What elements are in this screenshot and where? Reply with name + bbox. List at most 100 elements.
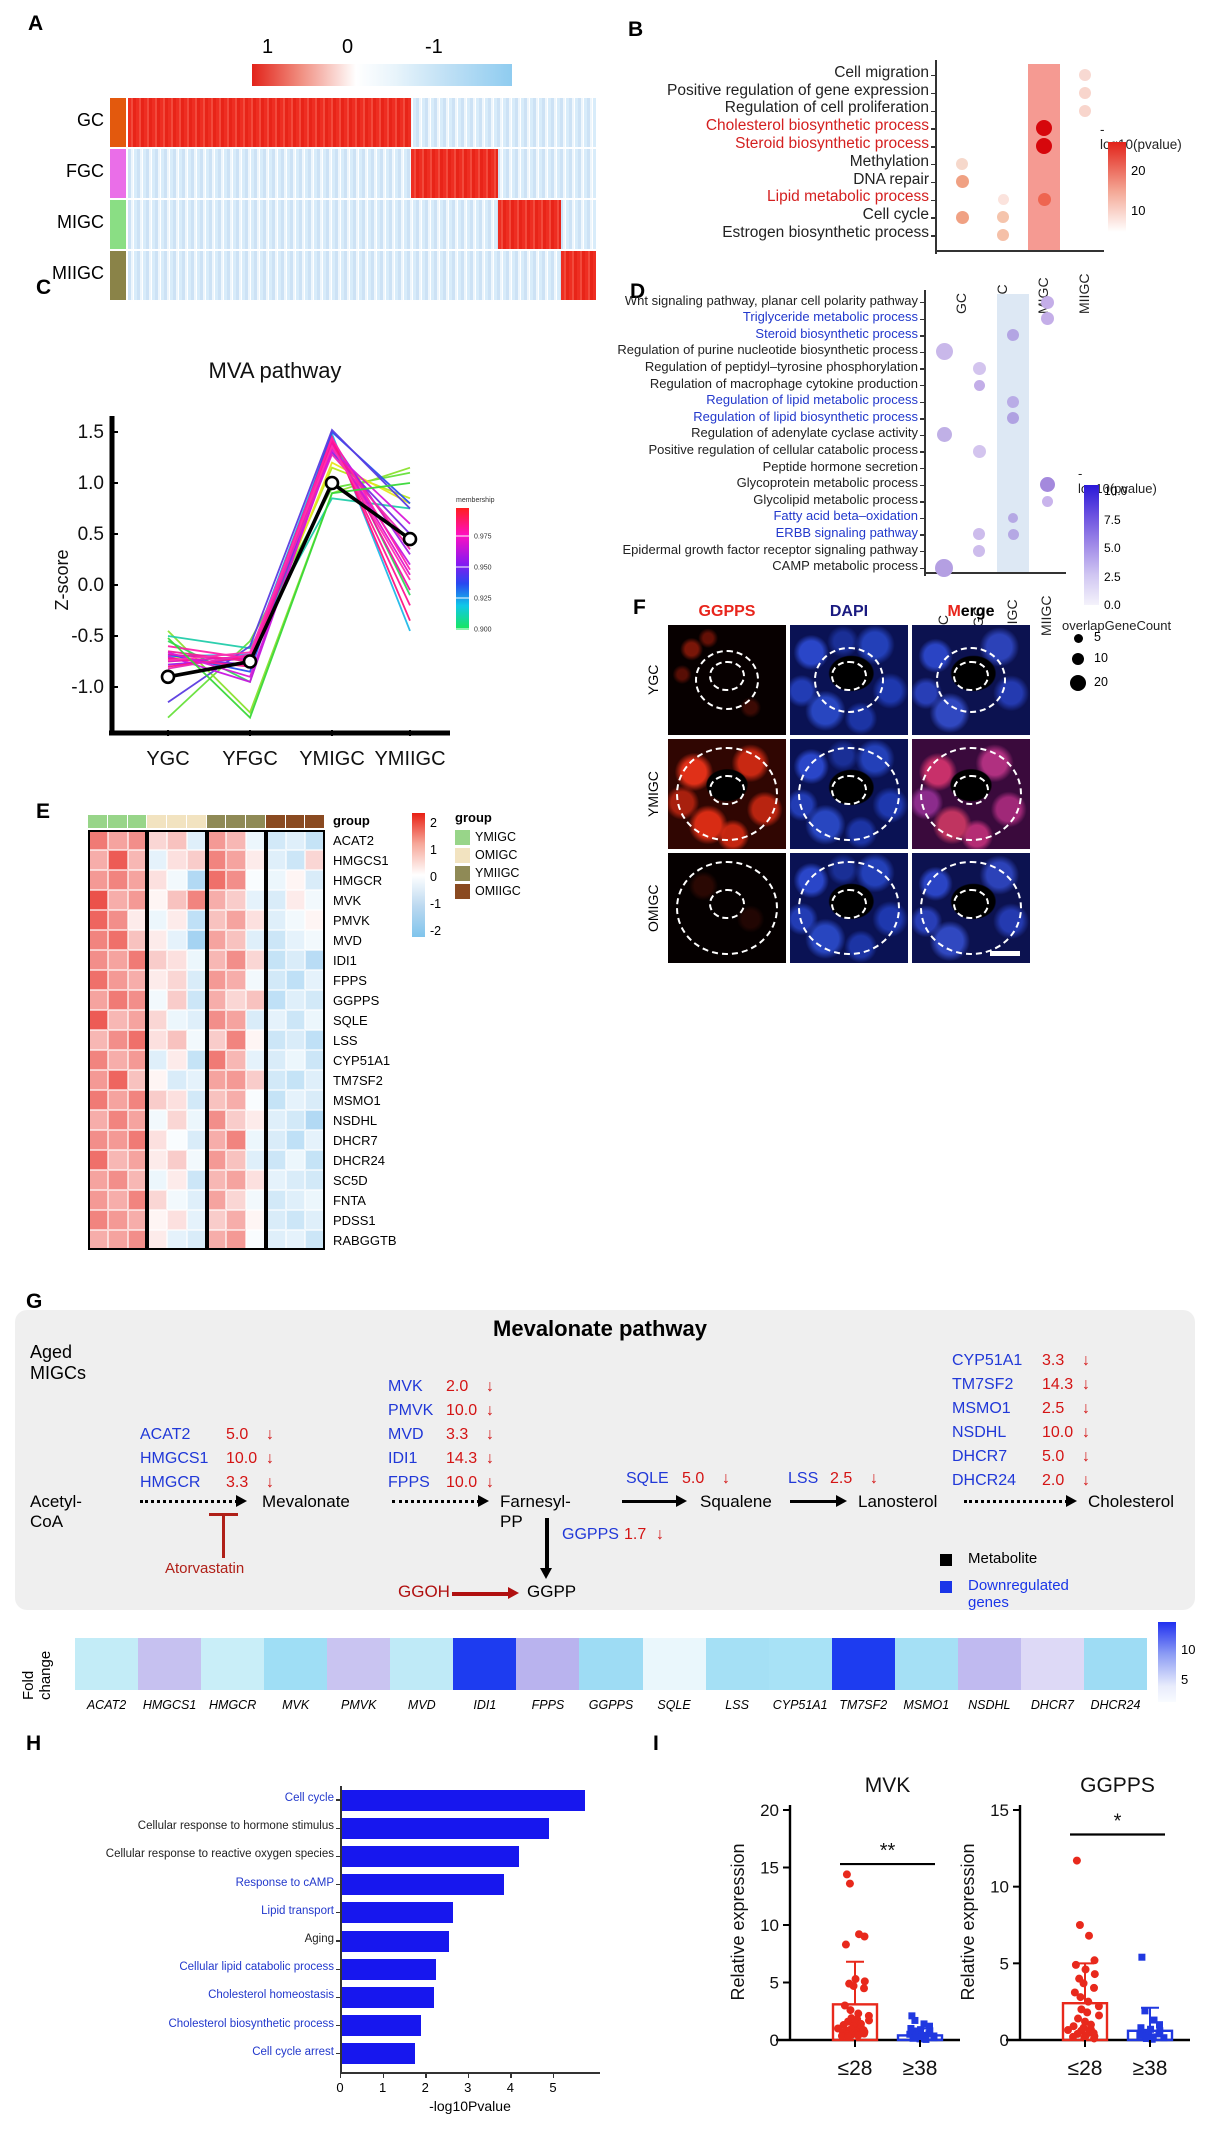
heatmap-row	[128, 251, 596, 300]
pathway-arrow-line	[964, 1500, 1068, 1503]
bar-category-label: Cell cycle arrest	[252, 2045, 334, 2058]
foldchange-gene-label: MVD	[407, 1698, 436, 1712]
pathway-arrowhead	[836, 1495, 847, 1507]
heatmap-cell	[167, 1050, 187, 1070]
micrograph-image	[790, 853, 908, 963]
fold-change-value: 2.0	[1042, 1472, 1065, 1489]
row-group-strip	[110, 98, 126, 147]
dashed-outline-inner	[953, 888, 989, 920]
heatmap-cell	[226, 850, 246, 870]
data-point	[1090, 1970, 1099, 1979]
fold-change-value: 2.5	[1042, 1400, 1065, 1417]
heatmap-cell	[107, 950, 128, 970]
fold-change-value: 10.0	[446, 1474, 478, 1491]
foldchange-cell	[390, 1638, 454, 1690]
x-axis-title: -log10Pvalue	[429, 2098, 511, 2114]
heatmap-cell	[107, 870, 128, 890]
data-point	[1156, 2021, 1163, 2029]
x-tick-label: YMIGC	[299, 748, 365, 770]
scale-bar	[990, 951, 1020, 956]
x-category-label: GC	[953, 293, 969, 314]
data-point	[1160, 2034, 1168, 2042]
legend-tick: 2	[430, 816, 437, 830]
tick-mark	[931, 146, 935, 148]
tick-mark	[920, 501, 924, 503]
heatmap-cell	[285, 970, 306, 990]
down-arrow-icon: ↓	[266, 1450, 274, 1467]
legend-swatch	[940, 1554, 952, 1566]
foldchange-gene-label: SQLE	[657, 1698, 691, 1712]
dashed-outline-outer	[676, 860, 778, 956]
foldchange-cell	[75, 1638, 139, 1690]
tick-mark	[920, 468, 924, 470]
panel-f-label: F	[633, 596, 646, 619]
group-label: ≥38	[1133, 2057, 1168, 2080]
group-strip-title: group	[333, 813, 370, 828]
bar	[340, 1789, 585, 1811]
dot dot	[1079, 86, 1091, 99]
go-term-label: Steroid biosynthetic process	[755, 325, 918, 341]
gene-label: LSS	[333, 1033, 358, 1048]
go-term-label: Cholesterol biosynthetic process	[705, 117, 929, 135]
heatmap-row	[128, 200, 596, 249]
legend-colorbar	[412, 813, 425, 937]
foldchange-gene-label: LSS	[725, 1698, 749, 1712]
gene-label: SQLE	[333, 1013, 368, 1028]
go-term-label: DNA repair	[853, 170, 929, 188]
dot dot	[1079, 104, 1091, 117]
fold-change-value: 10.0	[1042, 1424, 1074, 1441]
pathway-subtitle: Aged MIGCs	[30, 1342, 86, 1383]
bar	[340, 1986, 434, 2008]
fold-change-value: 2.5	[830, 1470, 853, 1487]
y-tick-label: 15	[990, 1801, 1009, 1820]
tick-mark	[920, 434, 924, 437]
data-point	[909, 2034, 917, 2042]
dot dot	[973, 528, 985, 541]
legend-tick: 1	[430, 843, 437, 857]
data-point	[1137, 2024, 1145, 2032]
tick-mark	[920, 351, 924, 354]
heatmap-cell	[285, 910, 306, 930]
heatmap-cell	[107, 1110, 128, 1130]
dot dot	[1007, 528, 1019, 540]
x-category-label: MIIGC	[1076, 273, 1092, 314]
legend-tick: 10	[1181, 1642, 1196, 1657]
heatmap-cell	[285, 1050, 306, 1070]
colorbar-tick: 0	[342, 36, 354, 58]
heatmap-cell	[226, 1070, 246, 1090]
foldchange-gene-label: IDI1	[473, 1698, 497, 1712]
foldchange-gene-label: HMGCR	[209, 1698, 257, 1712]
down-arrow-icon: ↓	[1082, 1448, 1090, 1465]
foldchange-gene-label: MVK	[282, 1698, 310, 1712]
gene-label: PMVK	[333, 913, 370, 928]
legend-size-label: 10	[1094, 651, 1108, 665]
red-arrow-line	[452, 1592, 510, 1596]
metabolite-node: Lanosterol	[858, 1492, 938, 1511]
foldchange-gene-label: DHCR24	[1090, 1698, 1141, 1712]
group-outline	[88, 830, 148, 1250]
data-point	[1155, 2030, 1163, 2038]
inhibitor-bar	[209, 1513, 238, 1516]
data-point	[1090, 1956, 1099, 1965]
gene-label: IDI1	[333, 953, 357, 968]
gene-label: MSMO1	[333, 1093, 381, 1108]
dashed-outline-inner	[831, 888, 867, 920]
foldchange-cell	[768, 1638, 832, 1690]
mean-point	[242, 654, 258, 669]
foldchange-gene-label: TM7SF2	[839, 1698, 888, 1712]
dot dot	[956, 158, 968, 170]
foldchange-cell	[705, 1638, 769, 1690]
heatmap-red-block	[411, 149, 498, 198]
go-term-label: Estrogen biosynthetic process	[722, 224, 929, 242]
row-label: OMIGC	[645, 884, 661, 932]
go-term-label: Steroid biosynthetic process	[735, 135, 929, 153]
heatmap-row-label: MIGC	[57, 212, 104, 232]
heatmap-cell	[167, 850, 187, 870]
data-point	[840, 2001, 849, 2010]
tick-mark	[931, 128, 935, 130]
gene-label: DHCR24	[333, 1153, 386, 1168]
tick-mark	[920, 335, 924, 337]
go-term-label: Glycoprotein metabolic process	[736, 475, 918, 491]
panel-a-label: A	[28, 12, 44, 35]
downregulated-gene: IDI1	[388, 1450, 418, 1467]
